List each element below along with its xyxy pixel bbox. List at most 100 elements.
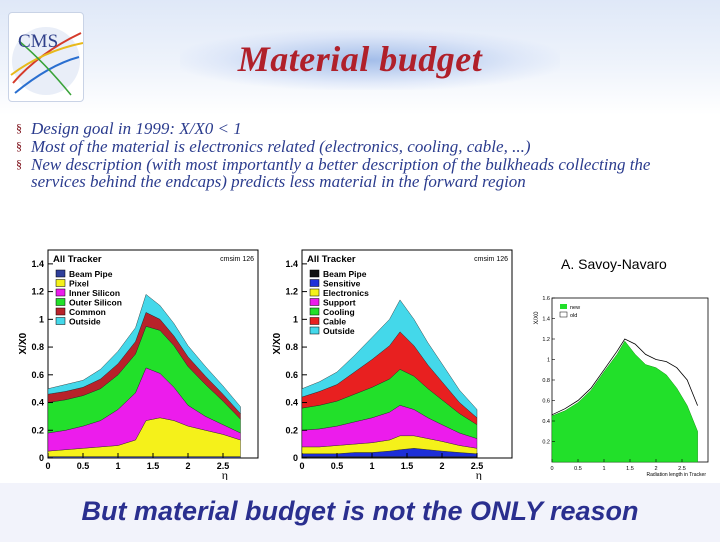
legend-swatch [55,307,66,316]
plot-title: All Tracker [307,254,356,265]
y-tick-label: 1.4 [285,259,298,269]
bullet-list: § Design goal in 1999: X/X0 < 1 § Most of … [16,120,706,191]
plot-tag: cmsim 126 [474,256,508,263]
slide-title: Material budget [237,39,483,79]
material-budget-plot-2: 0 0.5 1 1.5 2 2.5 0 0.2 0.4 0.6 0.8 1 1.2 1.4 η X/X0 All… [272,249,513,480]
x-tick-label: 1 [115,461,120,471]
legend-swatch [55,317,66,325]
y-tick-label: 0.8 [542,378,550,384]
y-tick-label: 1.4 [31,259,44,269]
x-tick-label: 0.5 [574,466,582,472]
author-credit: A. Savoy-Navaro [561,256,667,272]
legend-label: Pixel [69,279,89,289]
y-axis-label: X/X0 [272,332,283,354]
legend-label: Beam Pipe [69,269,113,279]
y-tick-label: 1.2 [285,287,298,297]
y-tick-label: 0.4 [285,398,298,408]
legend-label: Cooling [323,307,355,317]
y-tick-label: 1 [547,358,550,364]
y-tick-label: 0.8 [285,342,298,352]
y-tick-label: 0.2 [542,440,550,446]
y-tick-label: 0.4 [542,419,550,425]
legend-label: Electronics [323,288,369,298]
bullet-text-3: New description (with most importantly a… [31,155,651,191]
legend-label: Inner Silicon [69,288,120,298]
y-tick-label: 1.4 [542,317,550,323]
cms-logo-text: CMS [18,31,58,52]
legend-swatch [309,326,320,335]
cms-logo: CMS [8,12,84,102]
area-beam-pipe [301,456,478,459]
plot-title: All Tracker [53,254,102,265]
legend-label: Support [323,298,356,308]
legend-label: old [570,313,577,319]
legend-label: Outside [323,326,355,336]
legend-label: Outside [69,317,101,327]
legend-label: new [570,305,580,311]
y-axis-label: X/X0 [18,332,29,354]
footer-statement: But material budget is not the ONLY reas… [81,496,639,526]
y-tick-label: 1.2 [31,287,44,297]
y-tick-label: 1 [39,314,44,324]
y-tick-label: 1.2 [542,337,550,343]
y-tick-label: 1.6 [542,296,550,302]
area-outside [301,299,478,419]
x-tick-label: 2 [654,466,657,472]
x-axis-label: η [476,468,482,480]
x-tick-label: 1.5 [147,461,160,471]
legend-swatch [55,298,66,306]
legend-swatch [559,311,568,318]
y-tick-label: 0 [293,453,298,463]
y-tick-label: 0.2 [31,425,44,435]
material-budget-plot-1: 0 0.5 1 1.5 2 2.5 0 0.2 0.4 0.6 0.8 1 1.2 1.4 η X/X0 All… [18,249,259,480]
legend-swatch [309,317,320,325]
x-axis-label: Radiation length in Tracker [647,472,707,478]
y-tick-label: 0 [39,453,44,463]
x-tick-label: 2.5 [217,461,230,471]
y-tick-label: 0.4 [31,398,44,408]
area-beam-pipe [47,456,241,459]
plot-tag: cmsim 126 [220,256,254,263]
title-glow [180,30,560,90]
legend-swatch [560,304,567,309]
x-tick-label: 1.5 [401,461,414,471]
x-tick-label: 0.5 [77,461,90,471]
legend-label: Cable [323,317,346,327]
bullet-marker: § [16,157,22,171]
legend-swatch [309,279,320,287]
bullet-item: § New description (with most importantly … [16,156,706,190]
legend-swatch [55,279,66,287]
area-new [551,340,698,463]
y-tick-label: 0.8 [31,342,44,352]
legend-label: Common [69,307,106,317]
material-budget-plot-3: 0 0.5 1 1.5 2 2.5 0.2 0.4 0.6 0.8 1 1.2 1.4 1.6 Radiat… [534,296,709,478]
y-tick-label: 1 [293,314,298,324]
x-tick-label: 0.5 [331,461,344,471]
bullet-marker: § [16,121,22,135]
legend-swatch [55,269,66,278]
footer-bar [0,481,720,542]
line-old [551,338,698,416]
y-tick-label: 0.6 [542,399,550,405]
y-tick-label: 0.6 [285,370,298,380]
y-axis-label: X/X0 [534,311,540,325]
x-tick-label: 0 [550,466,553,472]
x-tick-label: 2.5 [678,466,686,472]
y-tick-label: 0.2 [285,425,298,435]
x-tick-label: 2 [439,461,444,471]
bullet-marker: § [16,139,22,153]
x-tick-label: 1.5 [626,466,634,472]
area-outside [47,294,241,415]
x-tick-label: 2.5 [471,461,484,471]
bullet-item: § Design goal in 1999: X/X0 < 1 [16,120,706,137]
legend-label: Outer Silicon [69,298,122,308]
x-axis-label: η [222,468,228,480]
legend-swatch [309,307,320,316]
legend-swatch [55,288,66,297]
cms-logo-graphic: CMS [10,27,83,96]
legend-swatch [309,298,320,306]
legend-label: Beam Pipe [323,269,367,279]
x-tick-label: 0 [299,461,304,471]
x-tick-label: 1 [369,461,374,471]
x-tick-label: 0 [45,461,50,471]
